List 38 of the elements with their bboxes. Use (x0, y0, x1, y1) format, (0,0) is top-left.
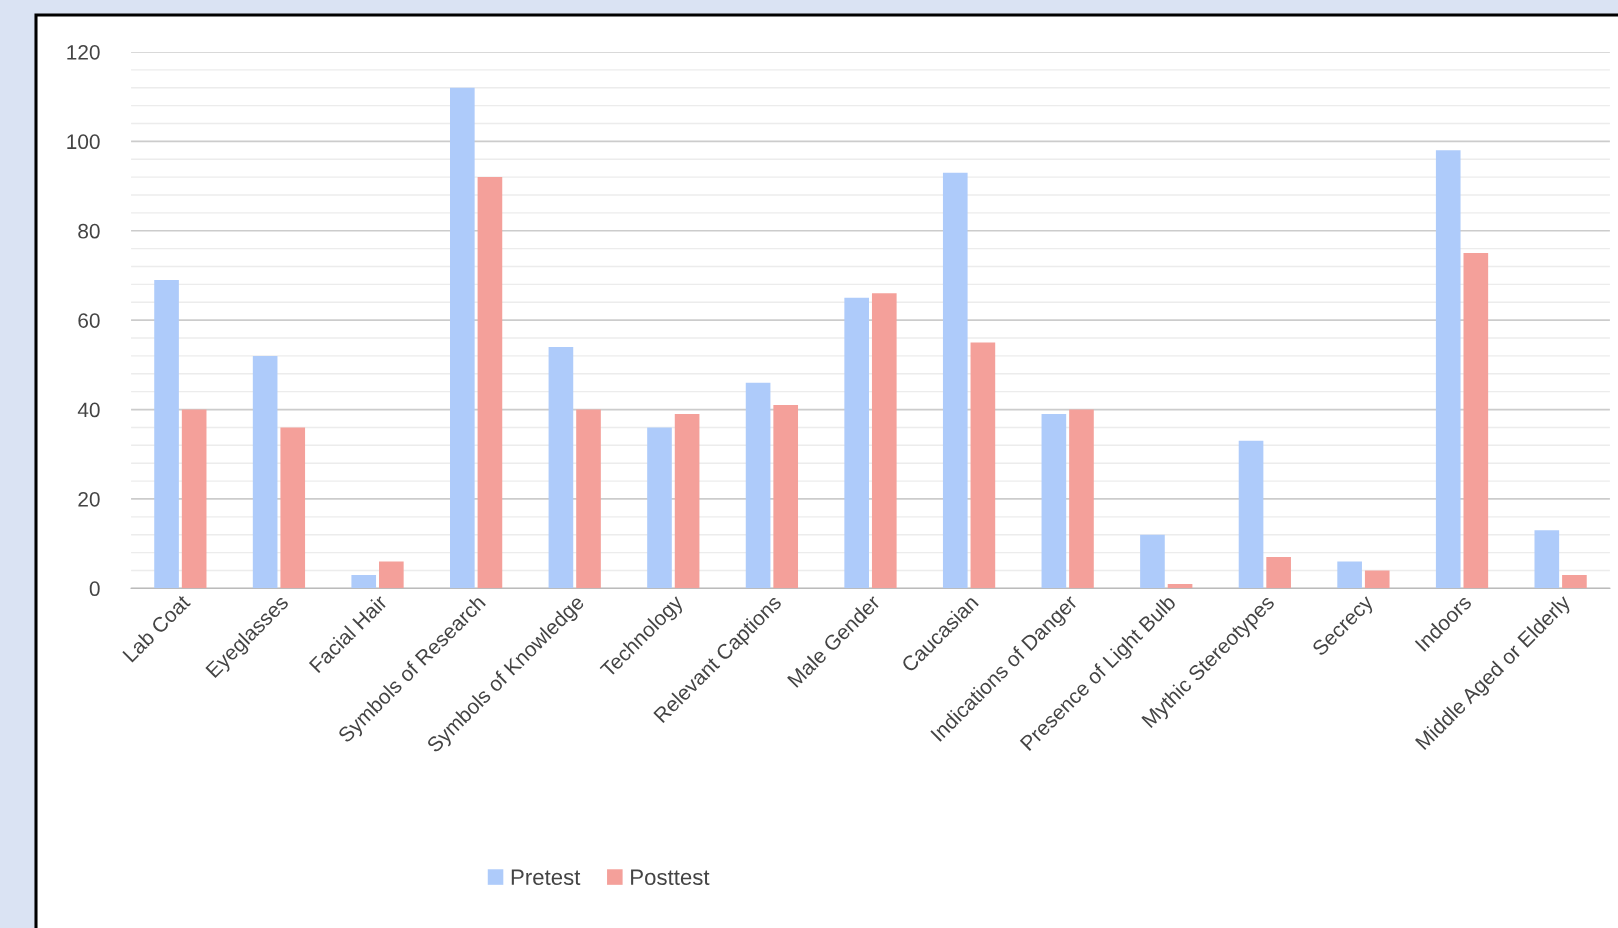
bar (477, 177, 503, 589)
bar (1364, 570, 1390, 589)
legend-label: Pretest (511, 869, 581, 886)
y-tick-label: 0 (89, 581, 100, 597)
bar (548, 346, 574, 589)
bar (252, 355, 278, 589)
bar (1435, 150, 1461, 589)
bar (1140, 534, 1165, 589)
bar (1266, 557, 1291, 589)
bar (674, 414, 700, 589)
bar (970, 342, 996, 589)
bar (844, 297, 870, 589)
bar (280, 427, 306, 589)
bar (154, 279, 179, 589)
bar (1562, 574, 1587, 589)
bar (181, 409, 207, 589)
bar (1238, 440, 1264, 589)
bar (450, 87, 475, 589)
bar (351, 574, 377, 589)
y-tick-label: 20 (78, 491, 100, 507)
y-tick-label: 80 (78, 223, 100, 239)
bar (1069, 409, 1094, 589)
bar (379, 561, 404, 589)
bar (647, 427, 672, 589)
y-tick-label: 40 (77, 402, 100, 418)
bar (773, 405, 799, 589)
y-tick-label: 100 (67, 134, 100, 150)
bar (1041, 414, 1067, 589)
bar (576, 409, 601, 589)
bar (1463, 253, 1489, 589)
bar (1534, 530, 1560, 589)
bar (1337, 561, 1362, 589)
y-tick-label: 60 (78, 313, 100, 328)
y-tick-label: 120 (67, 44, 100, 60)
bar (942, 172, 968, 589)
legend-label: Posttest (631, 869, 710, 886)
bar (871, 293, 897, 589)
bar (745, 382, 771, 589)
